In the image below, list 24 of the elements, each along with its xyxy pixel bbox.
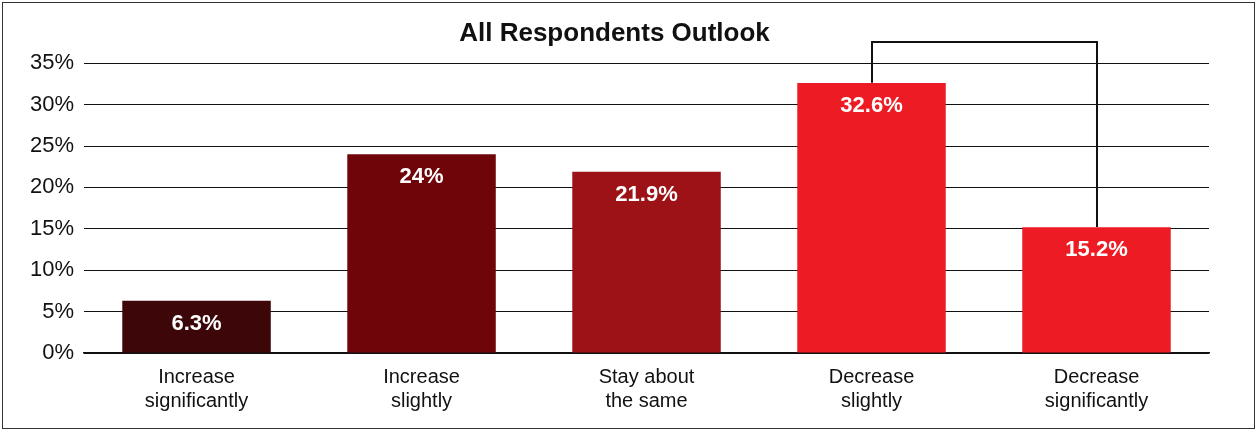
data-label: 6.3%	[171, 309, 222, 335]
x-tick-label: Decrease slightly	[828, 364, 915, 411]
x-tick-label: Increase significantly	[144, 364, 249, 411]
chart-title: All Respondents Outlook	[459, 16, 771, 47]
bar	[797, 83, 946, 353]
data-label: 24%	[399, 163, 444, 189]
y-tick-label: 15%	[29, 214, 75, 240]
x-tick-label: Decrease significantly	[1044, 364, 1149, 411]
bar	[122, 300, 271, 353]
y-tick-label: 10%	[29, 256, 75, 282]
bar	[1022, 227, 1171, 353]
bar	[347, 154, 496, 353]
y-tick-label: 5%	[42, 297, 75, 323]
x-tick-label: Stay about the same	[598, 364, 695, 411]
y-tick-label: 30%	[29, 90, 75, 116]
y-tick-label: 0%	[42, 339, 75, 365]
x-tick-label: Increase slightly	[383, 364, 460, 411]
y-tick-label: 20%	[29, 173, 75, 199]
data-label: 15.2%	[1065, 236, 1128, 262]
data-label: 32.6%	[840, 92, 903, 118]
bar	[572, 171, 721, 353]
y-tick-label: 25%	[29, 132, 75, 158]
data-label: 21.9%	[615, 180, 678, 206]
y-tick-label: 35%	[29, 49, 75, 75]
